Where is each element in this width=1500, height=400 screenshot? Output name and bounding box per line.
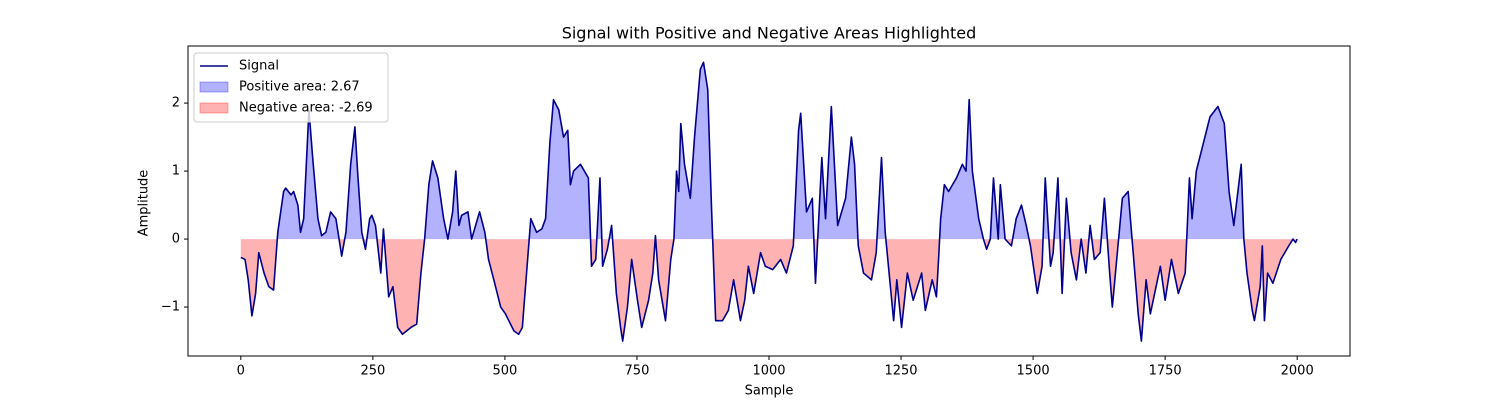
x-tick-label: 750: [625, 364, 650, 379]
x-tick-label: 1500: [1017, 364, 1050, 379]
positive-area: [240, 62, 1298, 240]
x-tick-label: 1000: [752, 364, 785, 379]
y-tick-label: 0: [172, 232, 180, 247]
legend-label: Signal: [239, 59, 279, 74]
x-tick-label: 1750: [1149, 364, 1182, 379]
chart-title: Signal with Positive and Negative Areas …: [562, 24, 977, 43]
x-tick-label: 500: [492, 364, 517, 379]
x-tick-label: 2000: [1281, 364, 1314, 379]
legend-label: Positive area: 2.67: [239, 80, 360, 95]
legend-handle: [199, 102, 229, 114]
x-tick-label: 0: [237, 364, 245, 379]
legend-box: [193, 52, 389, 123]
x-tick-label: 250: [360, 364, 385, 379]
negative-area: [240, 239, 1298, 342]
plot-frame: [187, 45, 1351, 357]
signal-line: [240, 61, 1298, 342]
x-tick-label: 1250: [884, 364, 917, 379]
x-axis-label: Sample: [745, 384, 794, 399]
y-tick-label: −1: [161, 300, 180, 315]
y-tick-label: 1: [172, 164, 180, 179]
y-axis-label: Amplitude: [137, 170, 152, 237]
y-tick-label: 2: [172, 96, 180, 111]
legend-label: Negative area: -2.69: [239, 101, 373, 116]
legend-handle: [199, 81, 229, 93]
